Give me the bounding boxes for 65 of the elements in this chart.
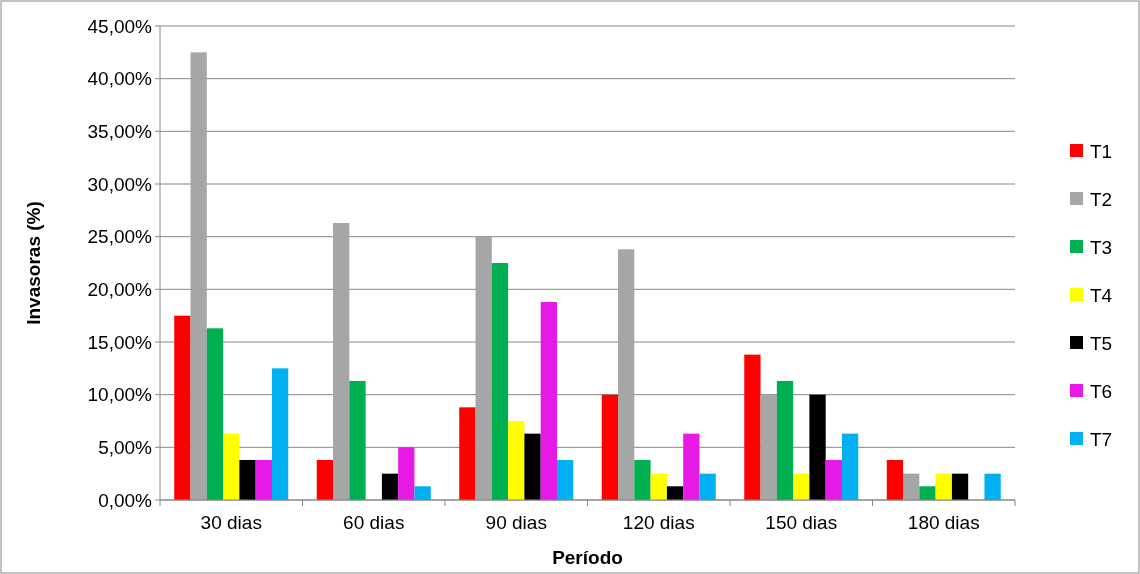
- bar: [475, 236, 492, 500]
- bar: [540, 301, 557, 500]
- bar: [271, 368, 289, 500]
- bar: [919, 486, 936, 500]
- x-axis-title: Período: [552, 547, 623, 568]
- bar: [398, 447, 415, 500]
- bar: [459, 407, 476, 500]
- bar: [174, 315, 191, 500]
- bar: [825, 459, 842, 500]
- y-tick-label: 35,00%: [87, 120, 153, 142]
- bar: [491, 263, 509, 500]
- bar: [414, 486, 431, 500]
- bar: [683, 433, 700, 500]
- bar: [316, 459, 334, 500]
- bar: [650, 473, 667, 500]
- x-tick-label: 120 dias: [622, 512, 695, 533]
- y-tick-label: 10,00%: [87, 384, 153, 406]
- bar: [381, 473, 399, 500]
- bar: [809, 394, 826, 500]
- bar: [190, 52, 207, 500]
- bar: [984, 473, 1001, 500]
- bar: [255, 459, 272, 500]
- y-tick-label: 15,00%: [87, 331, 153, 353]
- bar: [744, 354, 761, 500]
- bar: [206, 328, 224, 500]
- legend-label: T3: [1090, 236, 1113, 258]
- legend-label: T7: [1090, 428, 1113, 450]
- bar: [601, 394, 619, 500]
- y-tick-label: 40,00%: [87, 68, 153, 90]
- bar: [760, 394, 777, 500]
- bar: [666, 486, 684, 500]
- legend-label: T1: [1090, 140, 1113, 162]
- legend-label: T6: [1090, 380, 1113, 402]
- bar: [793, 473, 810, 500]
- x-tick-label: 30 dias: [200, 512, 262, 533]
- bar: [935, 473, 952, 500]
- bar: [239, 459, 256, 500]
- bar: [699, 473, 716, 500]
- y-tick-label: 45,00%: [87, 15, 153, 37]
- bar: [524, 433, 541, 500]
- bar: [333, 222, 350, 500]
- x-tick-label: 60 dias: [343, 512, 405, 533]
- legend-label: T4: [1090, 284, 1113, 306]
- bar: [903, 473, 920, 500]
- x-tick-label: 150 dias: [765, 512, 838, 533]
- bar: [349, 380, 366, 500]
- x-tick-label: 90 dias: [485, 512, 547, 533]
- bar: [508, 421, 525, 500]
- bar: [776, 380, 794, 500]
- y-tick-label: 25,00%: [87, 226, 153, 248]
- bar: [951, 473, 969, 500]
- legend-label: T2: [1090, 188, 1113, 210]
- bar: [886, 459, 904, 500]
- legend-label: T5: [1090, 332, 1113, 354]
- bar: [618, 249, 635, 500]
- y-tick-label: 0,00%: [98, 489, 153, 511]
- bar: [841, 433, 859, 500]
- bar: [223, 433, 240, 500]
- y-tick-label: 5,00%: [98, 436, 153, 458]
- y-tick-label: 30,00%: [87, 173, 153, 195]
- y-axis-title: Invasoras (%): [23, 201, 44, 325]
- bar: [556, 459, 574, 500]
- x-tick-label: 180 dias: [907, 512, 980, 533]
- y-tick-label: 20,00%: [87, 278, 153, 300]
- bar: [634, 459, 651, 500]
